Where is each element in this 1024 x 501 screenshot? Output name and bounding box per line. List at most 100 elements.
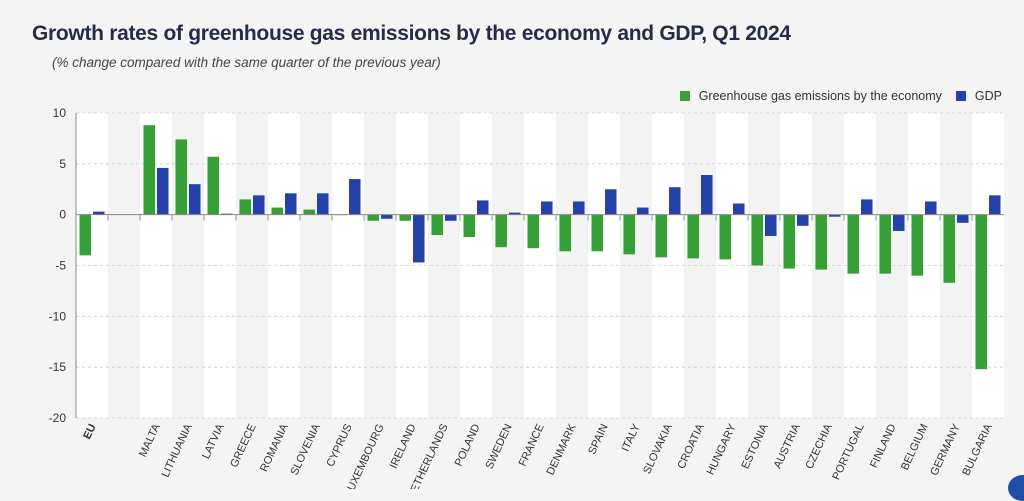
category-band (76, 113, 108, 418)
bar-ghg (591, 214, 603, 252)
x-tick-label: PORTUGAL (830, 422, 866, 482)
x-tick-label: MALTA (137, 422, 163, 459)
bar-ghg (495, 214, 507, 248)
bar-gdp (189, 184, 201, 215)
chart-subtitle: (% change compared with the same quarter… (52, 55, 441, 70)
bar-ghg (399, 214, 411, 221)
bar-gdp (445, 214, 457, 221)
category-band (556, 113, 588, 418)
legend-label-gdp: GDP (974, 89, 1002, 103)
x-tick-label: HUNGARY (705, 422, 739, 477)
bar-gdp (349, 179, 361, 215)
category-band (364, 113, 396, 418)
bar-ghg (975, 214, 987, 370)
bar-gdp (989, 195, 1001, 215)
legend-item-gdp: GDP (955, 89, 1002, 103)
bar-gdp (253, 195, 265, 215)
bar-ghg (527, 214, 539, 249)
bar-gdp (477, 200, 489, 215)
bar-ghg (943, 214, 955, 283)
bar-gdp (221, 213, 233, 215)
bar-ghg (623, 214, 635, 255)
bar-gdp (733, 203, 745, 215)
bar-gdp (797, 214, 809, 226)
bar-ghg (847, 214, 859, 274)
bar-gdp (509, 212, 521, 215)
legend-item-ghg: Greenhouse gas emissions by the economy (679, 89, 942, 103)
x-tick-label: SWEDEN (483, 422, 514, 471)
bar-gdp (861, 199, 873, 215)
bar-ghg (79, 214, 91, 256)
y-tick-label: 0 (59, 208, 66, 222)
x-tick-label: SLOVENIA (289, 422, 323, 478)
legend: Greenhouse gas emissions by the economy … (679, 89, 1002, 103)
x-tick-label: CROATIA (676, 422, 707, 471)
bar-gdp (925, 201, 937, 215)
y-tick-label: -10 (49, 309, 67, 323)
x-tick-label: ROMANIA (258, 422, 291, 474)
category-band (268, 113, 300, 418)
x-tick-label: LATVIA (200, 422, 227, 461)
bar-ghg (207, 156, 219, 215)
bar-ghg (719, 214, 731, 260)
x-tick-label: ITALY (620, 422, 643, 454)
y-tick-label: -5 (55, 259, 66, 273)
category-band (652, 113, 684, 418)
bar-ghg (175, 139, 187, 215)
legend-swatch-gdp (955, 91, 966, 101)
bar-ghg (463, 214, 475, 238)
bar-gdp (317, 193, 329, 215)
x-tick-label: GERMANY (928, 422, 963, 478)
bar-ghg (687, 214, 699, 259)
bar-ghg (815, 214, 827, 270)
category-band (460, 113, 492, 418)
legend-swatch-ghg (679, 91, 690, 101)
bar-gdp (701, 175, 713, 215)
x-tick-label: LITHUANIA (160, 422, 195, 480)
bar-ghg (239, 199, 251, 215)
x-tick-label: AUSTRIA (772, 422, 803, 471)
bar-gdp (957, 214, 969, 223)
x-tick-label: GREECE (228, 422, 259, 469)
bar-gdp (381, 214, 393, 219)
x-tick-label: FINLAND (868, 422, 899, 470)
bar-ghg (431, 214, 443, 235)
bar-gdp (669, 187, 681, 215)
bar-ghg (751, 214, 763, 266)
bar-gdp (93, 211, 105, 215)
bar-ghg (271, 207, 283, 215)
x-tick-label: ESTONIA (740, 422, 771, 471)
legend-label-ghg: Greenhouse gas emissions by the economy (698, 89, 942, 103)
bar-gdp (893, 214, 905, 231)
bar-ghg (559, 214, 571, 252)
x-tick-label: CZECHIA (803, 422, 835, 471)
bar-gdp (285, 193, 297, 215)
bar-gdp (413, 214, 425, 263)
bar-gdp (157, 167, 169, 215)
x-tick-label: CYPRUS (324, 422, 354, 469)
x-tick-label: BULGARIA (960, 422, 995, 478)
bar-gdp (765, 214, 777, 237)
chart-title: Growth rates of greenhouse gas emissions… (32, 22, 791, 45)
y-tick-label: -15 (49, 360, 67, 374)
bar-ghg (655, 214, 667, 258)
x-tick-label: IRELAND (388, 422, 419, 470)
y-tick-label: 10 (53, 106, 67, 120)
bar-gdp (573, 201, 585, 215)
x-tick-label: SLOVAKIA (641, 422, 675, 476)
x-tick-label: FRANCE (517, 422, 547, 468)
bar-ghg (367, 214, 379, 221)
x-tick-label: EU (81, 422, 98, 441)
x-tick-label: SPAIN (586, 422, 611, 456)
x-tick-label: BELGIUM (899, 422, 931, 472)
bar-ghg (143, 125, 155, 215)
bar-ghg (911, 214, 923, 276)
bar-ghg (783, 214, 795, 269)
x-tick-label: DENMARK (545, 422, 579, 478)
bar-ghg (879, 214, 891, 274)
bar-gdp (637, 207, 649, 215)
bar-gdp (541, 201, 553, 215)
bar-gdp (605, 189, 617, 215)
bar-gdp (829, 214, 841, 217)
